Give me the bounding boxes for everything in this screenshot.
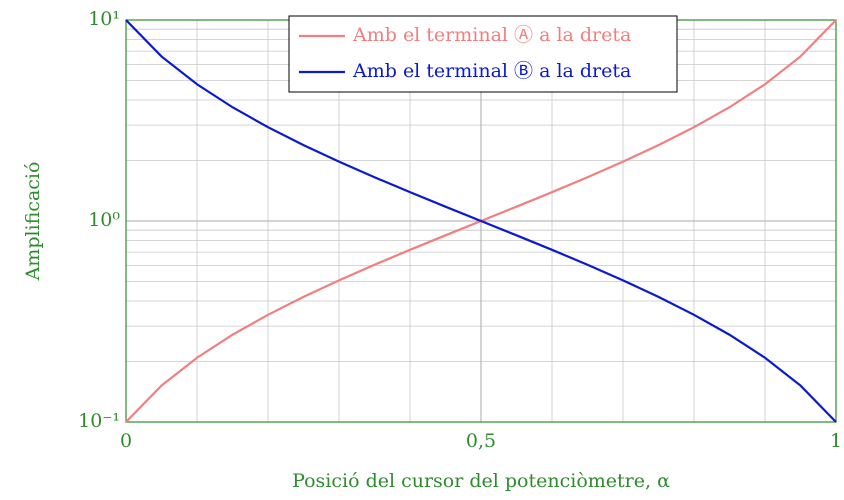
x-axis-label: Posició del cursor del potenciòmetre, α [292,470,670,492]
y-axis-label: Amplificació [22,162,44,282]
legend-label: Amb el terminal Ⓑ a la dreta [352,60,631,82]
x-tick-label: 1 [830,430,842,452]
series-line [125,19,837,423]
y-tick-label: 10⁻¹ [78,410,120,432]
legend-label: Amb el terminal Ⓐ a la dreta [352,24,631,46]
y-tick-label: 10⁰ [88,209,120,231]
x-tick-label: 0 [120,430,132,452]
legend-box [288,15,678,93]
x-tick-label: 0,5 [466,430,496,452]
y-tick-label: 10¹ [88,8,120,30]
